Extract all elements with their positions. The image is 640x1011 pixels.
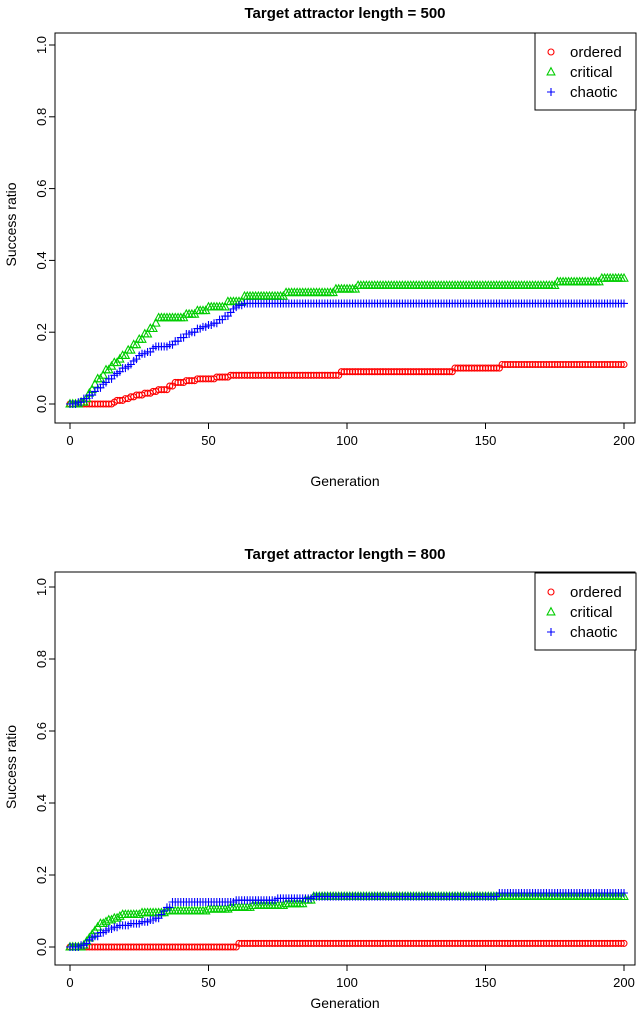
x-tick-label: 0 (66, 975, 73, 990)
x-tick-label: 200 (613, 975, 635, 990)
x-tick-label: 150 (475, 433, 497, 448)
legend-label-critical: critical (570, 64, 613, 81)
x-tick-label: 100 (336, 975, 358, 990)
y-tick-label: 0.2 (34, 323, 49, 341)
legend-label-chaotic: chaotic (570, 624, 618, 641)
x-axis-title: Generation (310, 995, 379, 1011)
plus-icon (547, 628, 555, 636)
legend-800: ordered critical chaotic (534, 572, 637, 651)
y-tick-label: 1.0 (34, 36, 49, 54)
x-axis-title: Generation (310, 473, 379, 489)
y-tick-label: 0.0 (34, 395, 49, 413)
plot-box (54, 571, 636, 966)
y-tick-label: 0.2 (34, 866, 49, 884)
series-ordered-500 (66, 360, 628, 408)
y-axis: 0.0 0.2 0.4 0.6 0.8 1.0 Success ratio (3, 36, 55, 413)
x-axis: 0 50 100 150 200 Generation (66, 965, 635, 1011)
legend-label-ordered: ordered (570, 584, 622, 601)
legend-box (534, 572, 637, 651)
y-tick-label: 0.6 (34, 180, 49, 198)
series-critical-500 (65, 272, 629, 408)
chart-800: 0 50 100 150 200 Generation 0.0 0.2 0.4 0.6 0.8 1.0… (3, 571, 637, 1011)
x-tick-label: 100 (336, 433, 358, 448)
series-chaotic-800 (66, 889, 628, 951)
chart-title-800: Target attractor length = 800 (244, 546, 446, 563)
y-axis-title: Success ratio (3, 725, 19, 809)
chart-title-500: Target attractor length = 500 (244, 5, 446, 22)
x-axis: 0 50 100 150 200 Generation (66, 423, 635, 489)
x-tick-label: 50 (201, 975, 215, 990)
legend-box (534, 32, 637, 111)
series-ordered-800 (66, 939, 628, 951)
legend-500: ordered critical chaotic (534, 32, 637, 111)
y-tick-label: 1.0 (34, 578, 49, 596)
y-tick-label: 0.8 (34, 108, 49, 126)
x-tick-label: 50 (201, 433, 215, 448)
chart-500: 0 50 100 150 200 Generation 0.0 0.2 0.4 0.6 0.8 1.0… (3, 32, 637, 489)
y-tick-label: 0.0 (34, 938, 49, 956)
x-tick-label: 200 (613, 433, 635, 448)
circle-icon (547, 48, 555, 56)
triangle-icon (546, 606, 556, 616)
y-tick-label: 0.6 (34, 722, 49, 740)
series-chaotic-500 (66, 299, 628, 408)
y-tick-label: 0.4 (34, 251, 49, 269)
triangle-icon (546, 66, 556, 76)
y-tick-label: 0.8 (34, 650, 49, 668)
legend-label-chaotic: chaotic (570, 84, 618, 101)
plot-box (54, 32, 636, 424)
legend-label-critical: critical (570, 604, 613, 621)
legend-label-ordered: ordered (570, 44, 622, 61)
x-tick-label: 150 (475, 975, 497, 990)
y-tick-label: 0.4 (34, 794, 49, 812)
plus-icon (547, 88, 555, 96)
y-axis: 0.0 0.2 0.4 0.6 0.8 1.0 Success ratio (3, 578, 55, 956)
x-tick-label: 0 (66, 433, 73, 448)
y-axis-title: Success ratio (3, 182, 19, 266)
circle-icon (547, 588, 555, 596)
